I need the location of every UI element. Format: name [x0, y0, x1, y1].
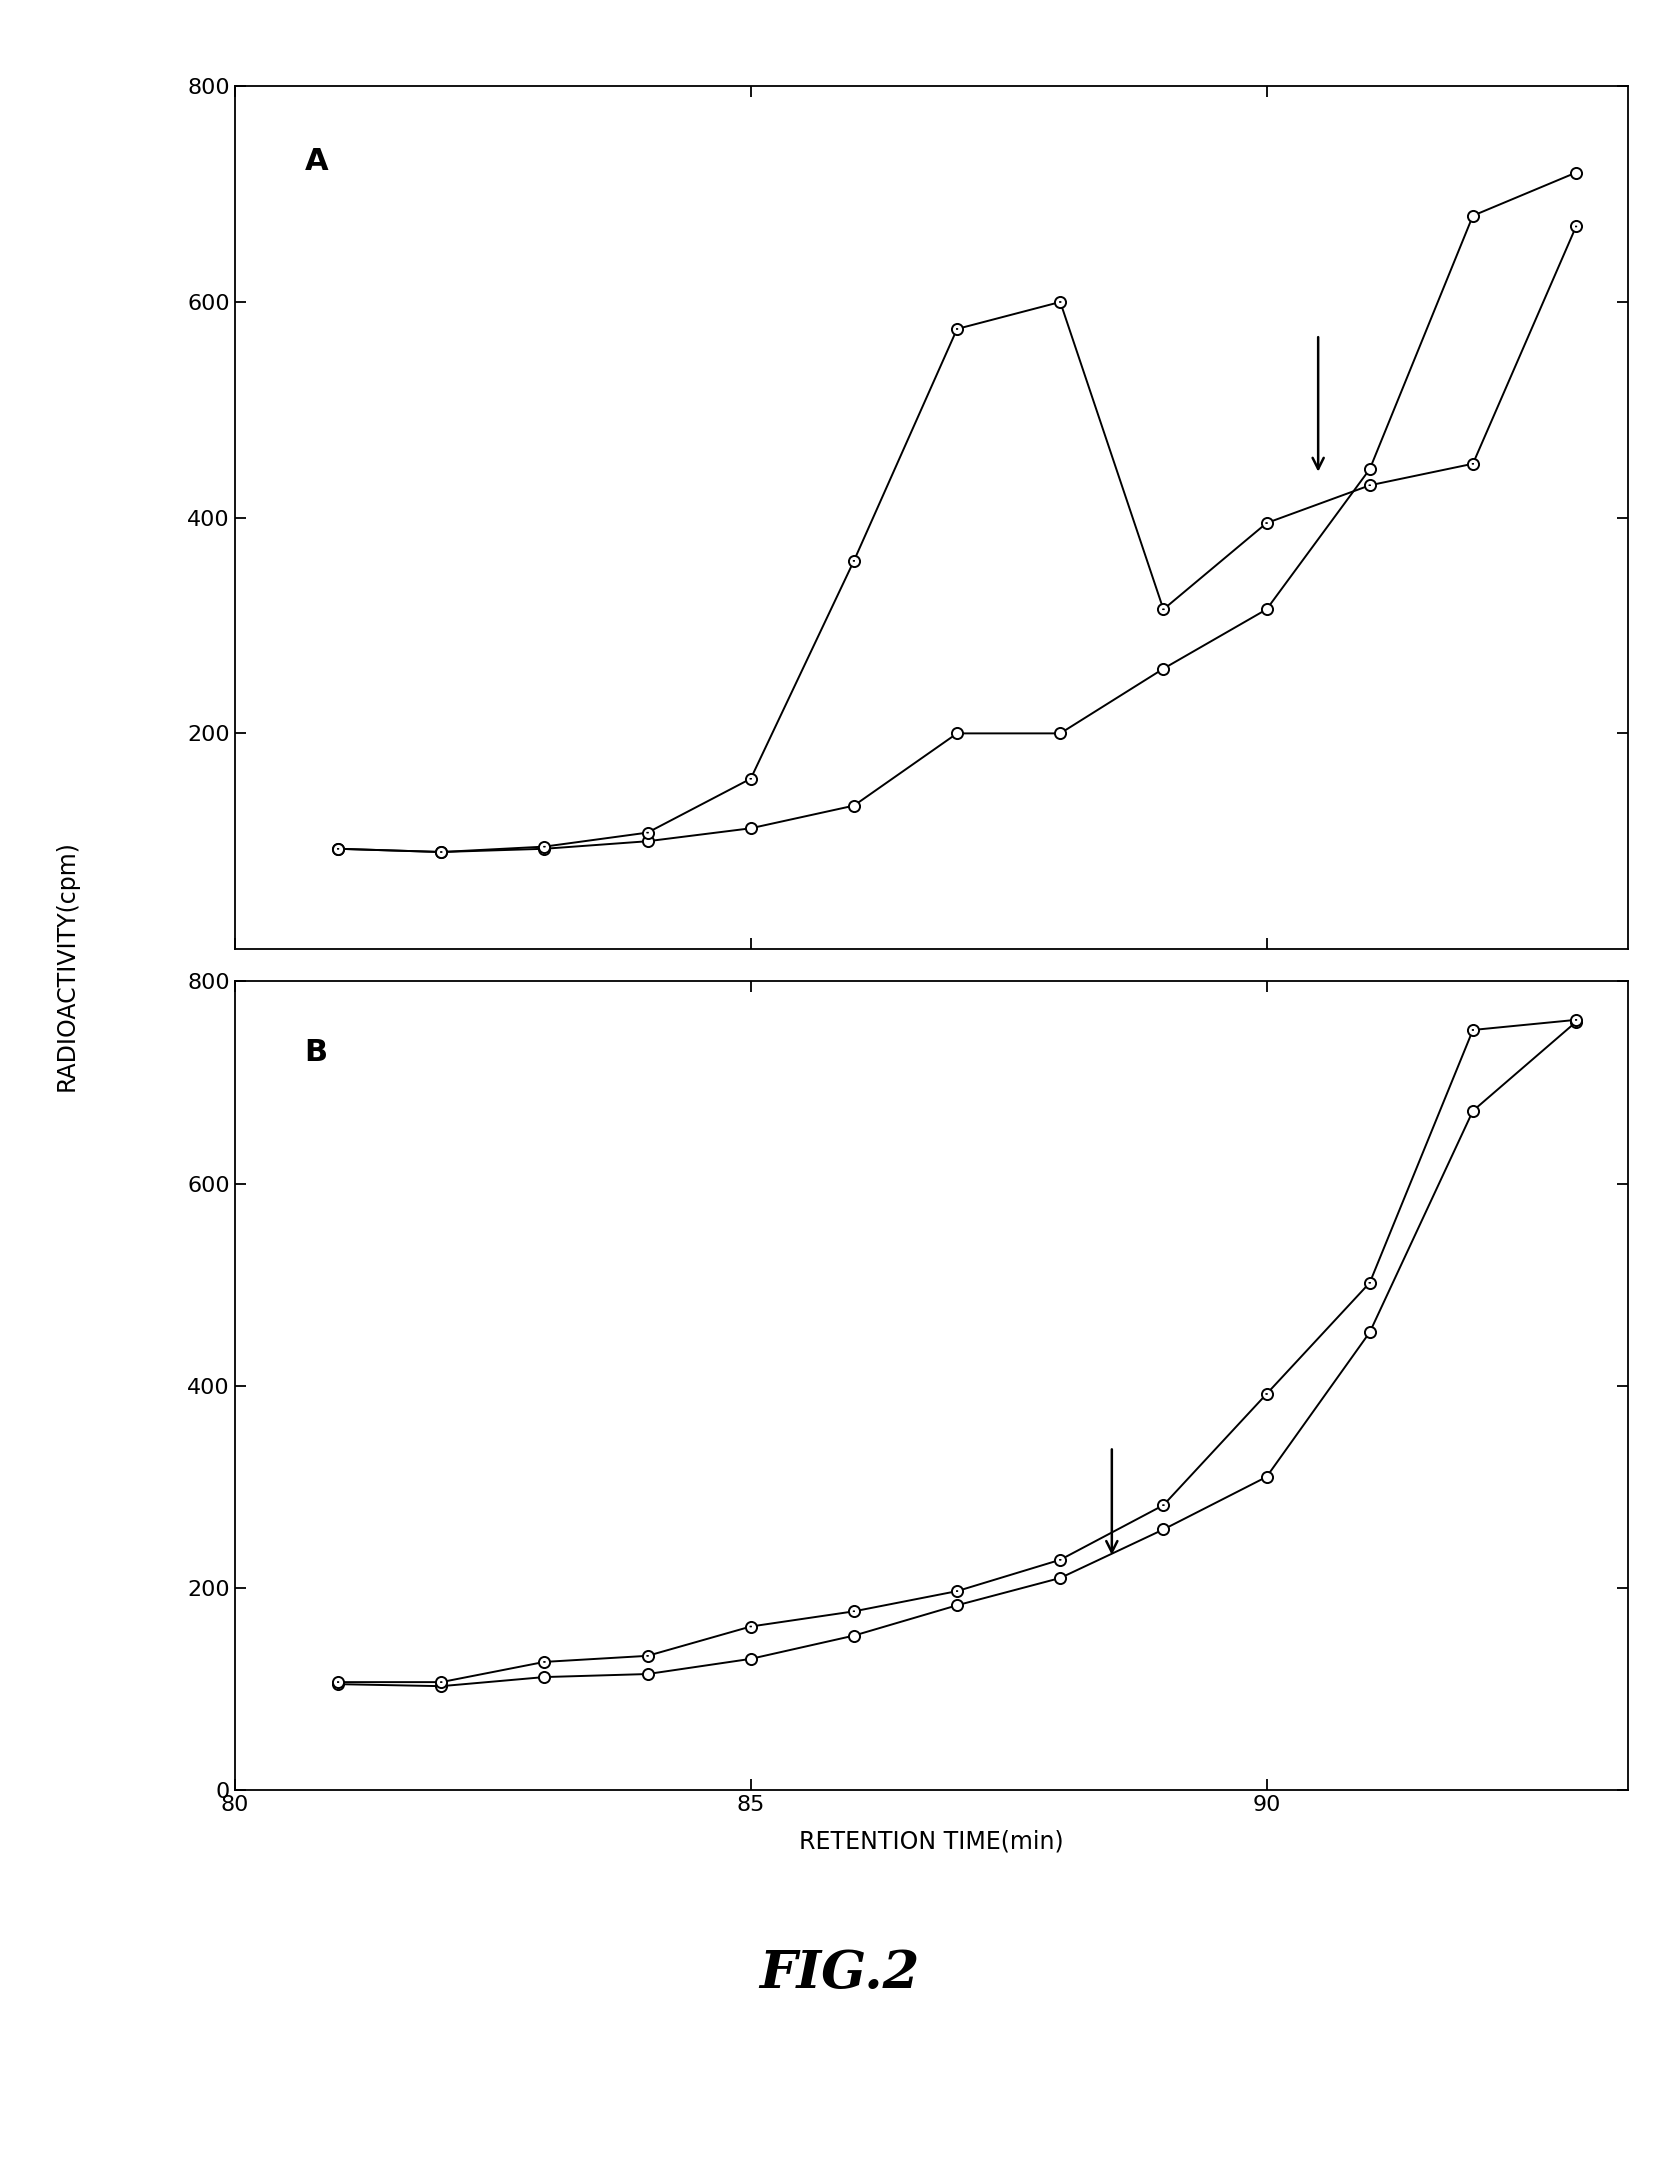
Text: RADIOACTIVITY(cpm): RADIOACTIVITY(cpm) [55, 839, 79, 1091]
Text: B: B [305, 1038, 327, 1068]
Text: A: A [305, 147, 329, 175]
X-axis label: RETENTION TIME(min): RETENTION TIME(min) [799, 1829, 1064, 1853]
Text: FIG.2: FIG.2 [758, 1948, 920, 2000]
